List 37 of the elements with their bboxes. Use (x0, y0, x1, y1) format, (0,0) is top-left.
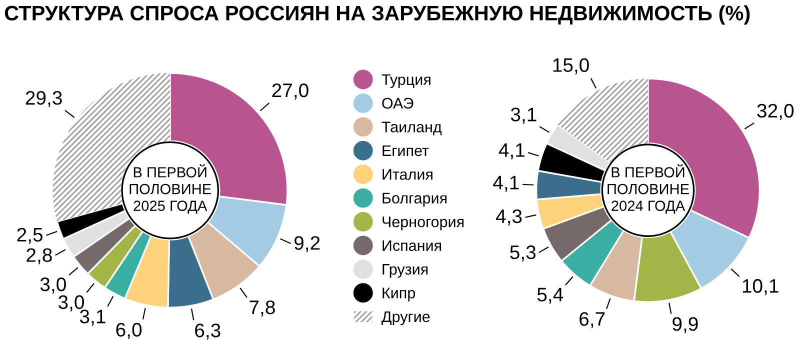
data-label: 4,3 (496, 209, 522, 226)
text: В ПЕРВОЙ ПОЛОВИНЕ 2025 ГОДА (130, 164, 211, 214)
data-label: 2,8 (26, 248, 52, 264)
data-label: 10,1 (742, 279, 778, 296)
legend-label: Испания (382, 240, 442, 251)
legend-label: Таиланд (382, 122, 442, 136)
legend-label: ОАЭ (382, 98, 414, 109)
data-label: 4,1 (498, 143, 524, 160)
legend-label: Турция (382, 74, 430, 88)
legend-label: Египет (382, 145, 429, 156)
chart-title: СТРУКТУРА СПРОСА РОССИЯН НА ЗАРУБЕЖНУЮ НЕДВИЖИМОСТЬ (%) (4, 5, 750, 25)
donut-slice (558, 78, 648, 163)
legend-label: Другие (382, 311, 430, 326)
data-label: 7,8 (250, 300, 275, 317)
data-label: 2,5 (17, 228, 42, 244)
data-label: 9,2 (294, 236, 320, 252)
data-label: 27,0 (272, 83, 308, 100)
data-label: 32,0 (757, 104, 794, 120)
legend-label: Черногория (382, 216, 464, 230)
data-label: 4,1 (493, 176, 519, 192)
data-label: 15,0 (553, 58, 589, 74)
legend-label: Болгария (382, 192, 447, 207)
data-label: 3,0 (58, 295, 84, 312)
data-label: 3,0 (40, 277, 66, 294)
data-label: 5,4 (537, 288, 564, 304)
data-label: 9,9 (672, 317, 698, 334)
text: В ПЕРВОЙ ПОЛОВИНЕ 2024 ГОДА (608, 164, 689, 214)
legend-label: Грузия (382, 264, 428, 278)
data-label: 3,1 (80, 310, 106, 326)
data-label: 6,0 (116, 322, 142, 339)
data-label: 3,1 (510, 108, 536, 124)
data-label: 6,7 (580, 312, 605, 328)
legend-label: Кипр (382, 288, 416, 302)
legend-label: Италия (382, 169, 432, 180)
data-label: 6,3 (195, 324, 220, 340)
data-label: 5,3 (510, 245, 536, 262)
data-label: 29,3 (26, 91, 62, 108)
